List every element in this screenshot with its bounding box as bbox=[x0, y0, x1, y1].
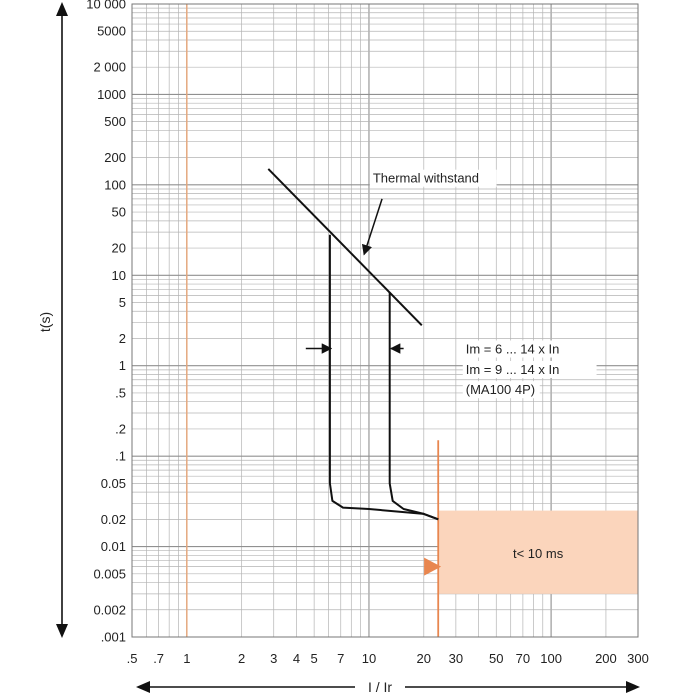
x-tick-label: .7 bbox=[153, 651, 164, 666]
y-tick-label: 2 bbox=[119, 331, 126, 346]
curve-1 bbox=[267, 168, 423, 327]
annotation-backdrop bbox=[462, 340, 597, 358]
x-tick-label: 1 bbox=[183, 651, 190, 666]
y-tick-label: 0.005 bbox=[93, 566, 126, 581]
y-tick-label: 100 bbox=[104, 177, 126, 192]
curve-3 bbox=[388, 292, 439, 521]
annotation-arrow bbox=[361, 198, 383, 256]
y-tick-label: .2 bbox=[115, 421, 126, 436]
y-axis-title: t(s) bbox=[37, 312, 53, 332]
y-tick-label: 1 bbox=[119, 358, 126, 373]
x-axis-title: I / Ir bbox=[368, 679, 392, 695]
x-tick-label: 50 bbox=[489, 651, 503, 666]
x-axis-arrow-left bbox=[136, 681, 150, 693]
annotation-2: Im = 6 ... 14 x In bbox=[466, 342, 560, 357]
y-tick-label: 10 000 bbox=[86, 0, 126, 12]
x-tick-label: 2 bbox=[238, 651, 245, 666]
axes: t(s) I / Ir bbox=[37, 2, 640, 695]
region-label: t< 10 ms bbox=[513, 546, 564, 561]
instantaneous-region-fill bbox=[438, 510, 638, 594]
x-tick-label: 5 bbox=[311, 651, 318, 666]
annotation-1: Thermal withstand bbox=[373, 171, 479, 186]
y-tick-label: 20 bbox=[112, 241, 126, 256]
x-tick-label: 200 bbox=[595, 651, 617, 666]
curves bbox=[267, 168, 442, 576]
x-tick-label: 300 bbox=[627, 651, 649, 666]
x-tick-label: 70 bbox=[516, 651, 530, 666]
x-axis-arrow-right bbox=[626, 681, 640, 693]
annotation-3: Im = 9 ... 14 x In bbox=[466, 362, 560, 377]
x-tick-label: 4 bbox=[293, 651, 300, 666]
y-tick-label: 2 000 bbox=[93, 60, 126, 75]
y-tick-label: 0.002 bbox=[93, 602, 126, 617]
plot-frame bbox=[131, 3, 639, 638]
y-tick-label: .1 bbox=[115, 449, 126, 464]
x-tick-label: .5 bbox=[127, 651, 138, 666]
y-tick-label: 0.02 bbox=[101, 512, 126, 527]
marker-triangle bbox=[424, 557, 442, 576]
x-tick-label: 20 bbox=[417, 651, 431, 666]
x-tick-label: 100 bbox=[540, 651, 562, 666]
y-tick-label: 200 bbox=[104, 150, 126, 165]
y-tick-label: 5000 bbox=[97, 24, 126, 39]
y-tick-label: 0.05 bbox=[101, 476, 126, 491]
y-tick-label: .5 bbox=[115, 385, 126, 400]
y-tick-label: 5 bbox=[119, 295, 126, 310]
annotations: Thermal withstand Im = 6 ... 14 x In Im = … bbox=[305, 169, 597, 399]
x-tick-label: 7 bbox=[337, 651, 344, 666]
instantaneous-region: t< 10 ms bbox=[437, 440, 638, 637]
y-tick-label: 0.01 bbox=[101, 539, 126, 554]
annotation-4: (MA100 4P) bbox=[466, 382, 535, 397]
y-axis-arrow-up bbox=[56, 2, 68, 16]
x-tick-labels: .5 .7 1 2 3 4 5 7 10 20 30 50 70 100 200 300 bbox=[127, 651, 649, 666]
x-tick-label: 10 bbox=[362, 651, 376, 666]
y-axis-arrow-down bbox=[56, 624, 68, 638]
y-tick-label: 50 bbox=[112, 205, 126, 220]
x-tick-label: 30 bbox=[449, 651, 463, 666]
x-axis-title-backdrop bbox=[355, 677, 405, 695]
annotation-backdrop bbox=[462, 381, 540, 399]
y-tick-label: 1000 bbox=[97, 87, 126, 102]
x-tick-label: 3 bbox=[270, 651, 277, 666]
annotation-backdrop bbox=[462, 360, 597, 378]
y-tick-labels: 10 000 5000 2 000 1000 500 200 100 50 20 10 5 2 1 .5.… bbox=[86, 0, 126, 645]
y-tick-label: .001 bbox=[101, 630, 126, 645]
y-tick-label: 10 bbox=[112, 268, 126, 283]
y-tick-label: 500 bbox=[104, 114, 126, 129]
annotation-backdrop bbox=[369, 169, 497, 187]
